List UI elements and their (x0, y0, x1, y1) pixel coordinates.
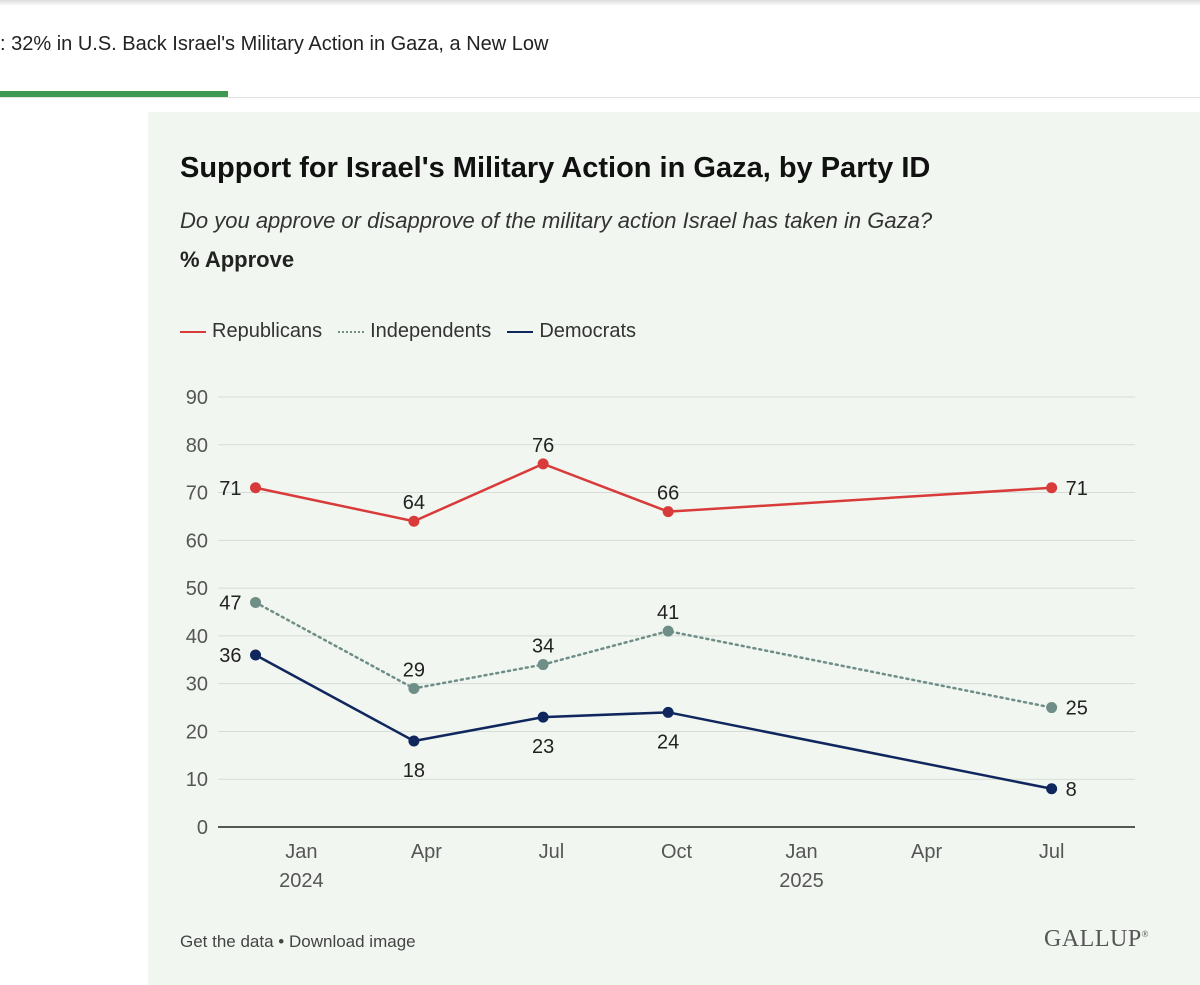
data-label-democrats: 24 (657, 731, 679, 753)
data-label-independents: 41 (657, 602, 679, 624)
legend-label-democrats: Democrats (539, 320, 637, 342)
x-tick-year-label: 2025 (779, 870, 824, 892)
gallup-logo: GALLUP® (1044, 926, 1149, 953)
data-label-democrats: 23 (532, 736, 554, 758)
x-tick-year-label: 2024 (279, 870, 324, 892)
y-tick-label: 0 (197, 817, 208, 839)
legend-item-republicans: Republicans (180, 320, 322, 343)
legend-label-republicans: Republicans (212, 320, 323, 342)
legend-swatch-independents (338, 330, 365, 333)
data-label-independents: 25 (1066, 698, 1088, 720)
x-tick-label: Apr (411, 841, 442, 863)
legend-swatch-democrats (507, 330, 534, 333)
data-point-independents (662, 625, 674, 637)
x-tick-label: Jul (1039, 841, 1065, 863)
data-label-democrats: 8 (1066, 779, 1077, 801)
y-tick-label: 60 (186, 530, 208, 552)
header-shadow (0, 0, 1200, 6)
chart-footer: Get the data • Download image (180, 932, 416, 952)
x-tick-label: Jan (785, 841, 817, 863)
data-point-democrats (250, 649, 262, 661)
legend-label-independents: Independents (370, 320, 492, 342)
data-point-republicans (537, 458, 549, 470)
y-tick-label: 70 (186, 483, 208, 505)
y-tick-label: 30 (186, 674, 208, 696)
footer-separator: • (273, 932, 289, 951)
chart-card (148, 112, 1200, 985)
x-tick-label: Apr (911, 841, 942, 863)
data-point-republicans (662, 506, 674, 518)
data-point-republicans (250, 482, 262, 494)
article-header-bar: : 32% in U.S. Back Israel's Military Act… (0, 0, 1200, 98)
get-data-link[interactable]: Get the data (180, 932, 274, 951)
chart-legend: Republicans Independents Democrats (180, 320, 652, 343)
data-point-independents (250, 596, 262, 608)
series-line-democrats (254, 653, 1052, 791)
data-label-democrats: 18 (403, 760, 425, 782)
registered-mark: ® (1141, 929, 1150, 939)
data-label-democrats: 36 (219, 645, 241, 667)
gallup-logo-text: GALLUP (1044, 926, 1142, 952)
y-tick-label: 90 (186, 387, 208, 409)
y-tick-label: 40 (186, 626, 208, 648)
reading-progress-bar (0, 91, 228, 97)
data-label-independents: 47 (219, 592, 241, 614)
x-tick-label: Oct (661, 841, 693, 863)
data-point-democrats (662, 706, 674, 718)
data-point-republicans (408, 515, 420, 527)
data-label-independents: 34 (532, 636, 554, 658)
data-point-democrats (1046, 783, 1058, 795)
data-point-independents (408, 682, 420, 694)
chart-title: Support for Israel's Military Action in … (180, 152, 931, 184)
data-point-democrats (408, 735, 420, 747)
data-label-republicans: 76 (532, 435, 554, 457)
x-tick-label: Jan (285, 841, 317, 863)
data-point-democrats (537, 711, 549, 723)
y-tick-label: 20 (186, 721, 208, 743)
series-line-independents (254, 601, 1053, 709)
y-tick-label: 10 (186, 769, 208, 791)
legend-item-democrats: Democrats (507, 320, 636, 343)
legend-swatch-republicans (180, 330, 206, 333)
data-label-republicans: 71 (219, 478, 241, 500)
chart-measure-label: % Approve (180, 247, 295, 272)
download-image-link[interactable]: Download image (288, 932, 416, 951)
y-tick-label: 80 (186, 435, 208, 457)
y-tick-label: 50 (186, 578, 208, 600)
data-point-independents (1046, 702, 1058, 714)
data-label-republicans: 66 (657, 483, 679, 505)
x-tick-label: Jul (539, 841, 565, 863)
data-point-republicans (1046, 482, 1058, 494)
data-point-independents (537, 659, 549, 671)
article-headline[interactable]: : 32% in U.S. Back Israel's Military Act… (0, 33, 549, 55)
legend-item-independents: Independents (338, 320, 491, 343)
data-label-republicans: 71 (1066, 478, 1088, 500)
data-label-independents: 29 (403, 659, 425, 681)
data-label-republicans: 64 (403, 492, 425, 514)
chart-subtitle: Do you approve or disapprove of the mili… (180, 208, 933, 233)
